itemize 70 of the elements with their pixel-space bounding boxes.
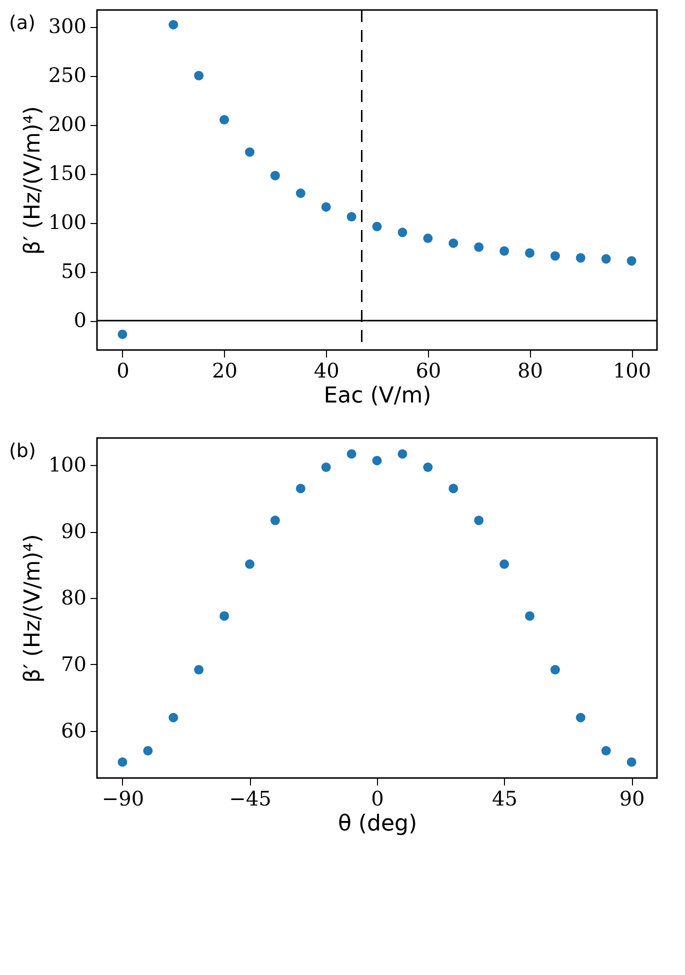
y-tick-label: 100 — [48, 210, 86, 234]
point — [601, 746, 611, 756]
point — [448, 484, 458, 494]
point — [372, 456, 382, 466]
x-tick-label: 40 — [314, 358, 340, 382]
point — [118, 330, 128, 340]
point — [244, 559, 254, 569]
point — [270, 516, 280, 526]
point — [550, 251, 560, 261]
point — [474, 516, 484, 526]
point — [143, 746, 153, 756]
x-tick-label: 45 — [492, 786, 518, 810]
point — [321, 462, 331, 472]
point — [550, 665, 560, 674]
point — [194, 665, 204, 674]
point — [576, 712, 586, 722]
point — [372, 222, 382, 232]
y-tick-label: 90 — [61, 519, 86, 544]
point — [500, 559, 510, 569]
point — [168, 20, 178, 30]
y-tick-label: 0 — [74, 308, 86, 332]
point — [296, 484, 306, 494]
x-tick-label: −90 — [102, 786, 144, 810]
x-axis-title: θ (deg) — [338, 812, 418, 836]
point — [270, 170, 280, 180]
y-tick-label: 150 — [48, 161, 86, 186]
point — [626, 757, 636, 767]
y-tick-label: 250 — [48, 63, 86, 88]
point — [626, 256, 636, 266]
point — [168, 712, 178, 722]
y-tick-label: 60 — [61, 718, 86, 742]
point — [194, 70, 204, 80]
y-tick-label: 100 — [48, 452, 86, 477]
x-tick-label: 80 — [518, 358, 543, 382]
x-tick-label: −45 — [229, 786, 272, 810]
y-tick-label: 70 — [61, 652, 86, 676]
x-tick-label: 60 — [416, 358, 442, 382]
point — [398, 228, 408, 238]
x-tick-label: 0 — [371, 786, 384, 810]
point — [118, 757, 128, 767]
y-axis-title: β′ (Hz/(V/m)⁴) — [20, 106, 46, 255]
y-axis-title: β′ (Hz/(V/m)⁴) — [20, 534, 46, 683]
point — [398, 449, 408, 459]
point — [346, 212, 356, 222]
y-tick-label: 200 — [48, 112, 86, 136]
point — [244, 147, 254, 157]
point — [321, 202, 331, 212]
point — [346, 449, 356, 459]
point — [448, 238, 458, 248]
x-tick-label: 100 — [612, 358, 652, 382]
text: (a) — [9, 12, 36, 34]
point — [524, 248, 534, 258]
point — [423, 462, 433, 472]
point — [601, 254, 611, 264]
point — [220, 611, 230, 621]
point — [500, 246, 510, 256]
point — [474, 242, 484, 252]
x-tick-label: 0 — [116, 358, 130, 382]
point — [524, 611, 534, 621]
y-tick-label: 300 — [48, 14, 86, 38]
point — [296, 188, 306, 198]
y-tick-label: 80 — [61, 586, 86, 610]
y-tick-label: 50 — [61, 259, 86, 284]
x-tick-label: 90 — [619, 786, 645, 810]
point — [576, 253, 586, 263]
x-tick-label: 20 — [212, 358, 238, 382]
point — [220, 115, 230, 124]
text: (b) — [9, 440, 36, 462]
x-axis-title: Eac (V/m) — [324, 384, 432, 408]
point — [423, 234, 433, 244]
